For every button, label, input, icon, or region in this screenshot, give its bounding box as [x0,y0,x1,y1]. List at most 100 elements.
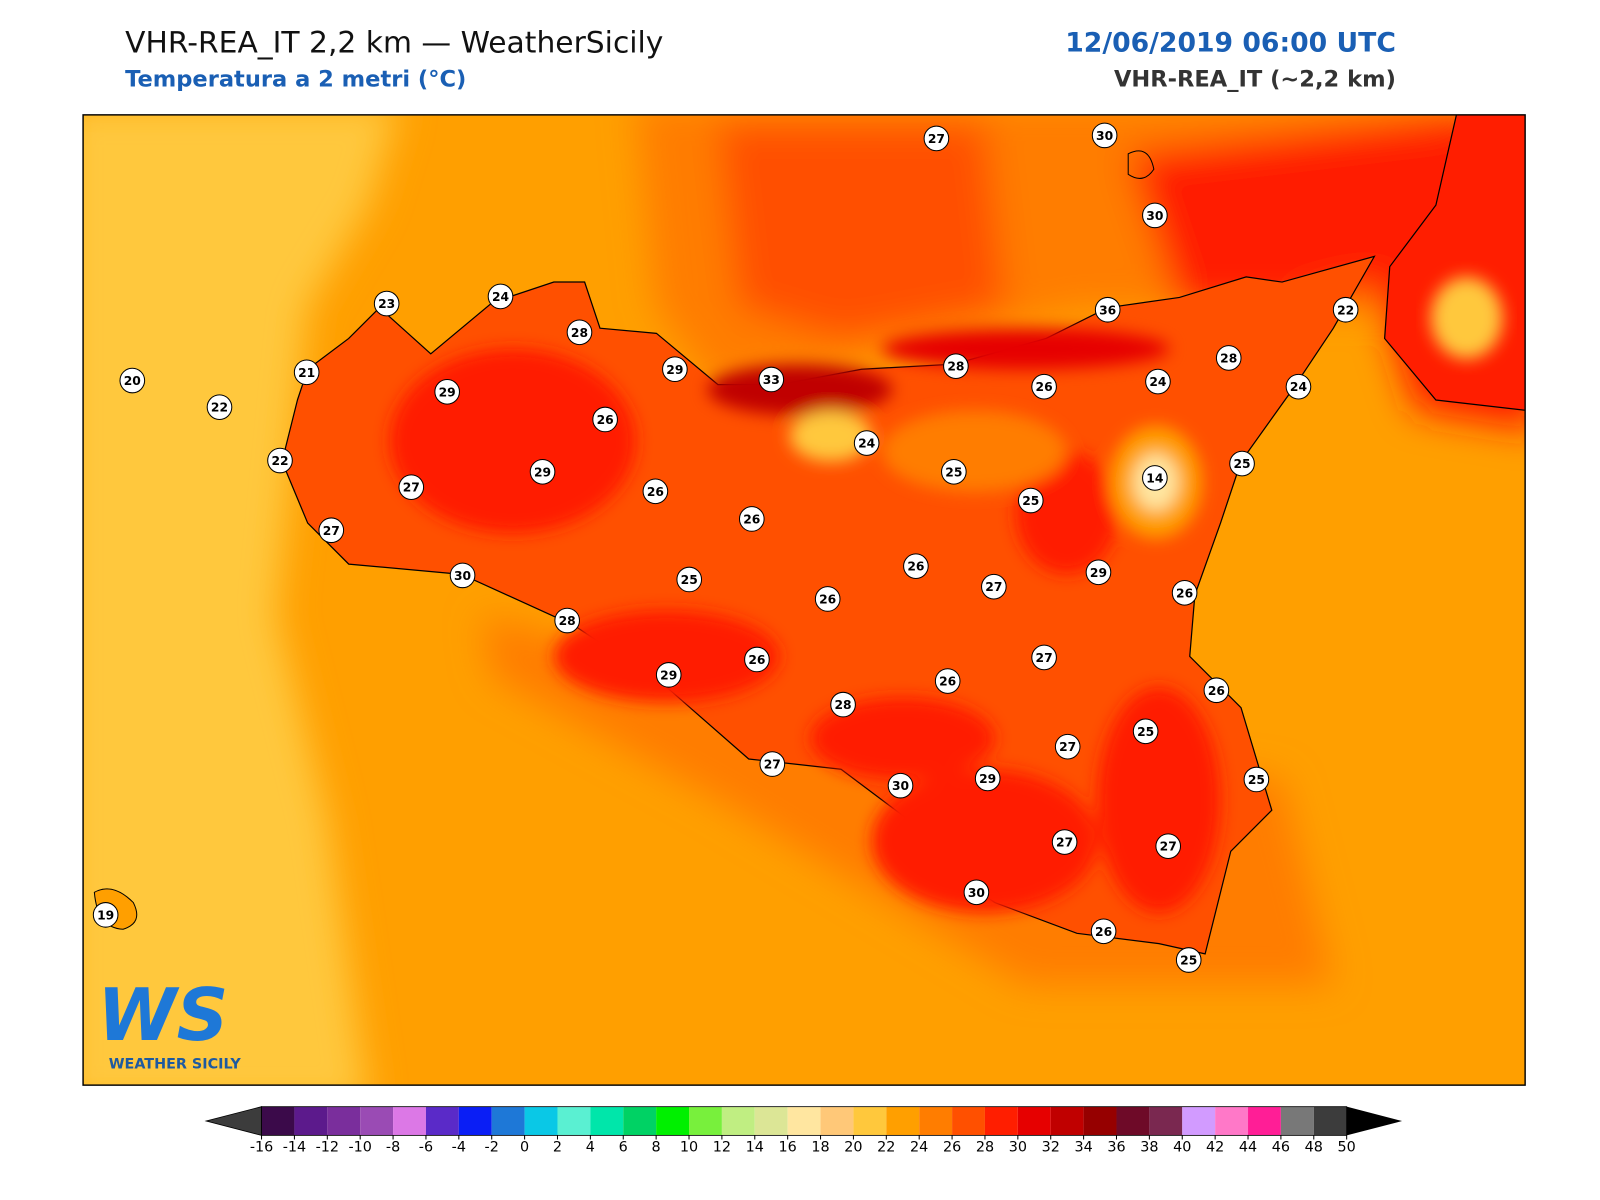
station-value: 20 [124,374,141,388]
station-value: 26 [748,653,765,667]
colorbar-cell [1215,1106,1249,1136]
station-value: 30 [892,779,909,793]
colorbar-cell [524,1106,558,1136]
colorbar-tick-label: 46 [1272,1140,1290,1156]
colorbar-tick-label: 32 [1042,1140,1060,1156]
colorbar-cell [1083,1106,1117,1136]
subtitle: Temperatura a 2 metri (°C) [125,67,466,93]
station-value: 29 [660,668,677,682]
station-marker [744,646,770,673]
colorbar-tick-label: 4 [586,1140,595,1156]
colorbar-tick-label: -8 [386,1140,400,1156]
station-value: 29 [666,363,683,377]
station-marker [206,394,233,420]
colorbar-tick-label: -14 [283,1140,306,1156]
station-value: 22 [211,401,228,415]
colorbar-tick-label: 28 [976,1140,994,1156]
station-marker [1142,202,1168,229]
station-value: 30 [1146,209,1163,223]
station-marker [974,765,1001,792]
station-value: 26 [939,675,956,689]
colorbar-tick-label: -4 [452,1140,466,1156]
station-value: 27 [764,758,781,772]
colorbar-tick-label: 6 [619,1140,628,1156]
station-value: 25 [945,465,962,479]
station-value: 26 [819,593,836,607]
colorbar-tick-label: 38 [1140,1140,1158,1156]
station-marker [1132,718,1159,745]
station-value: 25 [1248,773,1265,787]
station-marker [318,517,345,544]
colorbar-tick-label: 14 [746,1140,764,1156]
station-marker [1091,122,1118,149]
colorbar-tick-label: -6 [419,1140,433,1156]
station-value: 25 [681,573,698,587]
station-marker [1155,833,1182,859]
colorbar-cell [1313,1106,1347,1136]
station-marker [963,879,990,906]
station-marker [1243,766,1270,793]
station-marker [642,478,669,505]
station-value: 25 [1233,457,1250,471]
station-value: 33 [763,373,780,387]
station-marker [92,902,119,928]
colorbar-tick-label: 34 [1074,1140,1092,1156]
station-marker [1175,947,1202,973]
station-marker [592,406,618,433]
colorbar-tick-label: 40 [1173,1140,1191,1156]
colorbar-cell [1050,1106,1084,1136]
colorbar-tick-label: 12 [713,1140,731,1156]
colorbar-tick-label: 20 [844,1140,862,1156]
colorbar-cell [261,1106,295,1136]
station-value: 26 [907,560,924,574]
station-marker [1090,918,1117,945]
station-marker [814,586,841,612]
station-value: 28 [559,614,576,628]
colorbar-cell [820,1106,854,1136]
colorbar-cell [721,1106,755,1136]
station-marker [293,359,320,386]
colorbar-cell [886,1106,920,1136]
title: VHR-REA_IT 2,2 km — WeatherSicily [125,26,663,61]
station-marker [738,506,765,532]
colorbar-cell [1280,1106,1314,1136]
colorbar-cell [1116,1106,1150,1136]
station-value: 30 [1096,129,1113,143]
station-value: 24 [858,437,875,451]
station-marker [903,553,929,579]
colorbar-tick-label: 2 [553,1140,562,1156]
station-marker [1171,580,1198,606]
colorbar-cell [623,1106,657,1136]
station-value: 28 [571,326,588,340]
station-value: 26 [597,413,614,427]
station-marker [759,751,786,777]
colorbar: -16 -14 -12 -10 -8 -6 -4 -2 0 2 4 6 8 10 12 14 16 18 20 22 2… [204,1106,1403,1156]
colorbar-tick-label: 22 [877,1140,895,1156]
station-marker [1094,296,1121,323]
colorbar-tick-label: -2 [485,1140,499,1156]
station-marker [566,319,593,346]
station-value: 27 [1160,840,1177,854]
station-marker [1054,733,1081,760]
colorbar-cell [590,1106,624,1136]
station-marker [1031,373,1057,400]
station-value: 30 [968,886,985,900]
colorbar-cell [294,1106,328,1136]
station-marker [1215,345,1242,371]
station-value: 29 [979,772,996,786]
colorbar-cell [491,1106,525,1136]
colorbar-tick-label: 8 [652,1140,661,1156]
stations: 27 30 30 23 24 28 36 22 29 33 28 28 26 24 24 20 21 22 29 26… [92,122,1359,973]
station-marker [434,378,460,405]
colorbar-tick-label: 30 [1009,1140,1027,1156]
station-value: 26 [743,512,760,526]
station-value: 26 [1176,586,1193,600]
station-marker [1229,450,1255,477]
colorbar-cell [754,1106,788,1136]
station-value: 19 [97,908,114,922]
station-marker [119,367,146,394]
colorbar-tick-label: 16 [779,1140,797,1156]
